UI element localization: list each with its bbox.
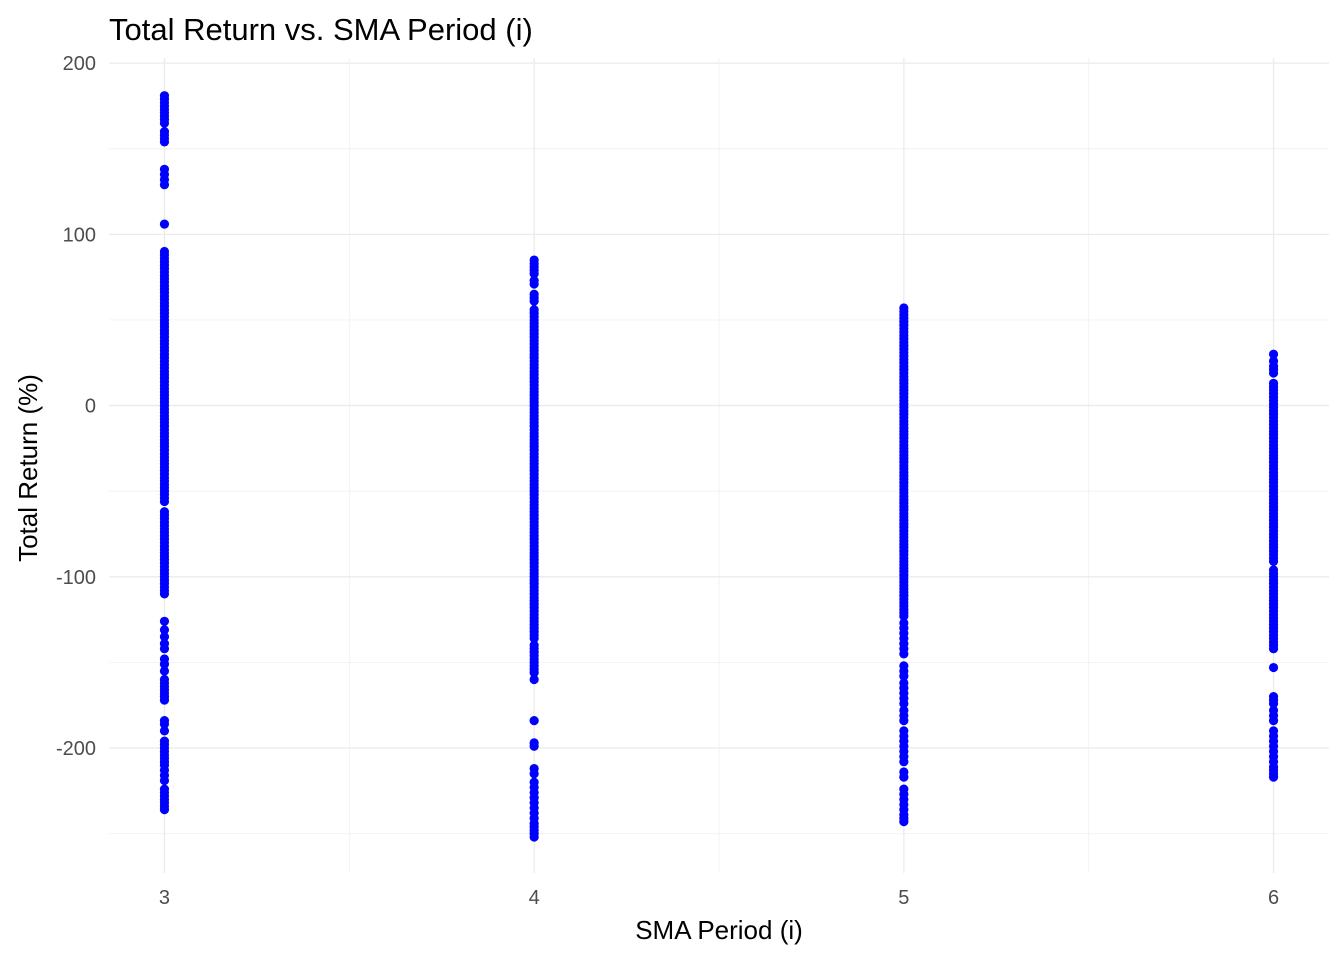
data-point <box>159 496 170 507</box>
data-point <box>159 589 170 599</box>
data-point <box>1268 772 1279 782</box>
y-axis-title: Total Return (%) <box>13 374 43 562</box>
data-point <box>1268 349 1279 359</box>
data-point <box>899 817 909 827</box>
data-points <box>159 91 1279 842</box>
y-axis-ticks: -200 -100 0 100 200 <box>56 53 96 760</box>
data-point <box>1268 556 1279 566</box>
x-tick-label: 4 <box>529 887 540 909</box>
data-point <box>529 668 539 678</box>
data-point <box>159 616 170 626</box>
data-point <box>159 719 170 729</box>
data-point <box>899 757 909 767</box>
data-point <box>1268 698 1279 709</box>
data-point <box>899 716 909 726</box>
data-point <box>159 695 170 705</box>
data-point <box>899 611 909 621</box>
y-tick-label: 200 <box>63 53 96 75</box>
data-point <box>159 118 170 128</box>
data-point <box>159 644 170 654</box>
data-point <box>159 775 170 786</box>
y-tick-label: 100 <box>63 224 96 246</box>
x-tick-label: 5 <box>898 887 909 909</box>
data-point <box>1268 368 1279 378</box>
y-tick-label: 0 <box>85 396 96 418</box>
grid-lines <box>109 58 1329 873</box>
data-point <box>159 726 170 736</box>
data-point <box>1268 716 1279 726</box>
data-point <box>529 674 539 685</box>
data-point <box>529 269 539 279</box>
data-point <box>1268 662 1279 673</box>
data-point <box>529 279 539 289</box>
data-point <box>529 741 539 751</box>
data-point <box>159 180 170 190</box>
data-point <box>899 649 909 659</box>
data-point <box>529 769 539 779</box>
data-point <box>529 832 539 842</box>
chart-title: Total Return vs. SMA Period (i) <box>109 12 533 47</box>
data-point <box>159 219 170 229</box>
data-point <box>529 633 539 644</box>
data-point <box>159 632 170 642</box>
data-point <box>1268 644 1279 654</box>
data-point <box>529 716 539 726</box>
x-tick-label: 6 <box>1268 887 1279 909</box>
data-point <box>529 296 539 306</box>
x-axis-title: SMA Period (i) <box>635 915 803 945</box>
data-point <box>159 659 170 669</box>
data-point <box>159 666 170 676</box>
data-point <box>899 671 909 681</box>
y-tick-label: -100 <box>56 567 96 589</box>
data-point <box>159 137 170 147</box>
x-tick-label: 3 <box>159 887 170 909</box>
x-axis-ticks: 3 4 5 6 <box>159 887 1279 909</box>
data-point <box>159 805 170 815</box>
data-point <box>899 698 909 709</box>
data-point <box>899 772 909 782</box>
y-tick-label: -200 <box>56 738 96 760</box>
data-point <box>159 625 170 635</box>
